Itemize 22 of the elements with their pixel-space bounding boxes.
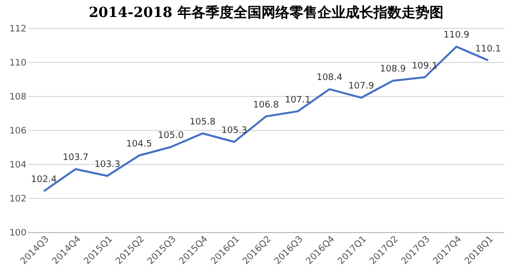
y-tick-label: 112 bbox=[9, 24, 26, 34]
y-tick-label: 102 bbox=[9, 194, 26, 204]
text: 110.9 bbox=[444, 30, 470, 41]
text: 103.7 bbox=[62, 153, 88, 164]
y-tick-label: 106 bbox=[9, 126, 27, 136]
text: 105.8 bbox=[190, 117, 216, 128]
text: 107.1 bbox=[284, 95, 311, 106]
chart-title: 2014-2018 年各季度全国网络零售企业成长指数走势图 bbox=[88, 4, 444, 21]
y-tick-label: 110 bbox=[9, 58, 27, 68]
y-tick-label: 104 bbox=[9, 160, 27, 170]
y-tick-label: 100 bbox=[9, 228, 27, 238]
y-tick-label: 108 bbox=[9, 92, 27, 102]
text: 102.4 bbox=[30, 175, 57, 186]
text: 104.5 bbox=[126, 140, 152, 150]
text: 106.8 bbox=[253, 100, 279, 110]
text: 107.9 bbox=[348, 82, 374, 92]
text: 108.4 bbox=[316, 73, 342, 84]
text: 105.3 bbox=[221, 126, 248, 136]
text: 108.9 bbox=[380, 64, 406, 75]
text: 110.1 bbox=[475, 44, 502, 54]
text: 105.0 bbox=[158, 131, 184, 141]
text: 103.3 bbox=[94, 160, 120, 170]
